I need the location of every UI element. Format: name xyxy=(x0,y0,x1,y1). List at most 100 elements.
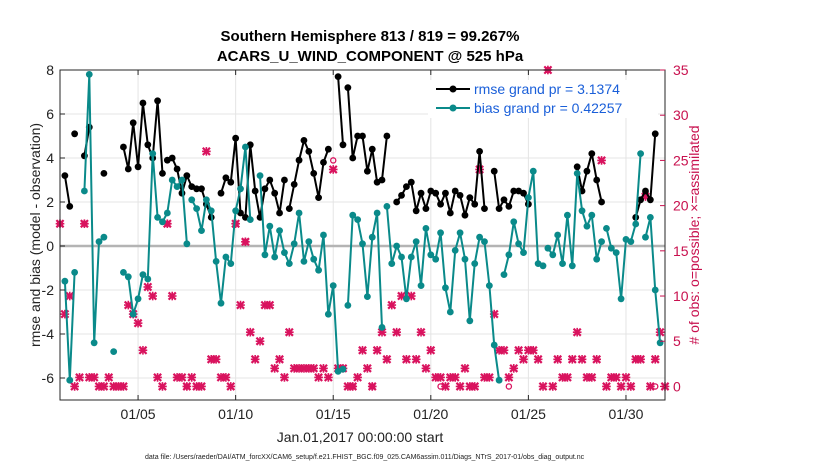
series-bias-point xyxy=(378,324,386,331)
y2-tick-label: 35 xyxy=(673,62,689,78)
series-rmse-point xyxy=(398,192,405,199)
series-bias-point xyxy=(134,295,142,303)
series-bias-point xyxy=(242,143,249,151)
series-rmse-point xyxy=(173,165,181,173)
obs-assimilated-marker xyxy=(528,345,538,355)
series-bias-point xyxy=(524,194,532,202)
series-bias-point xyxy=(383,203,391,210)
x-tick-label: 01/10 xyxy=(218,406,253,422)
y-tick-label: 2 xyxy=(46,194,54,210)
obs-assimilated-marker xyxy=(363,363,372,373)
series-bias-point xyxy=(85,71,93,78)
series-rmse-point xyxy=(442,189,449,197)
series-bias-point xyxy=(100,233,108,241)
series-bias-point xyxy=(554,231,562,239)
series-rmse-point xyxy=(61,172,69,180)
obs-assimilated-marker xyxy=(197,382,206,391)
obs-assimilated-marker xyxy=(148,291,158,301)
obs-assimilated-marker xyxy=(358,345,367,355)
series-bias-point xyxy=(407,253,415,261)
series-rmse-point xyxy=(344,84,352,91)
obs-assimilated-marker xyxy=(519,354,528,364)
obs-assimilated-marker xyxy=(567,354,577,364)
series-bias-point xyxy=(139,271,147,278)
series-bias-point xyxy=(598,238,605,246)
series-rmse-point xyxy=(490,167,498,175)
obs-assimilated-marker xyxy=(411,354,421,364)
series-bias-point xyxy=(129,310,137,318)
series-bias-point xyxy=(359,240,366,248)
series-rmse-point xyxy=(144,141,152,149)
obs-assimilated-marker xyxy=(89,373,99,382)
series-rmse-point xyxy=(432,189,440,197)
series-bias-point xyxy=(651,286,659,294)
series-rmse-point xyxy=(593,176,601,184)
obs-assimilated-marker xyxy=(650,354,660,364)
series-bias-point xyxy=(461,255,469,263)
series-rmse-point xyxy=(598,198,605,206)
plot-frame xyxy=(59,69,666,401)
series-bias-point xyxy=(300,258,308,265)
series-rmse-point xyxy=(446,209,454,217)
obs-assimilated-marker xyxy=(484,373,494,382)
obs-assimilated-marker xyxy=(245,327,255,337)
obs-assimilated-marker xyxy=(504,373,514,382)
series-rmse-point xyxy=(359,132,366,140)
series-bias-point xyxy=(422,225,430,232)
series-bias-point xyxy=(603,225,610,232)
y-axis-ticks: -6 -4 -2 0 2 4 6 8 xyxy=(42,62,65,386)
series-bias-point xyxy=(227,260,235,267)
x-axis-label: Jan.01,2017 00:00:00 start xyxy=(277,429,444,445)
obs-assimilated-marker xyxy=(241,237,250,247)
series-rmse-point xyxy=(383,132,391,140)
series-bias-point xyxy=(237,185,244,193)
series-rmse-point xyxy=(495,205,503,213)
series-bias-point xyxy=(515,240,523,248)
obs-markers xyxy=(55,65,670,391)
plot-area xyxy=(60,70,665,400)
x-axis-ticks: 01/05 01/10 01/15 01/20 01/25 01/30 xyxy=(121,70,644,422)
obs-assimilated-marker xyxy=(255,336,265,346)
obs-assimilated-marker xyxy=(226,382,236,391)
chart-subtitle: ACARS_U_WIND_COMPONENT @ 525 hPa xyxy=(217,48,524,65)
series-rmse-point xyxy=(349,154,357,162)
obs-assimilated-marker xyxy=(138,345,148,355)
series-rmse-point xyxy=(124,165,132,173)
series-bias-point xyxy=(568,262,576,270)
series-rmse-point xyxy=(500,196,508,204)
obs-assimilated-marker xyxy=(621,373,631,382)
series-rmse-line xyxy=(576,152,603,203)
obs-assimilated-marker xyxy=(158,382,167,391)
obs-assimilated-marker xyxy=(450,373,460,382)
series-bias-point xyxy=(305,238,313,246)
y-axis-label: rmse and bias (model - observation) xyxy=(27,123,43,347)
series-rmse-point xyxy=(437,200,444,208)
series-rmse-point xyxy=(232,134,240,142)
series-bias-point xyxy=(207,207,215,215)
series-bias-point xyxy=(529,167,537,175)
series-rmse-point xyxy=(646,196,654,204)
series-rmse-point xyxy=(393,198,401,206)
series-rmse-point xyxy=(271,189,279,197)
series-rmse-point xyxy=(339,141,347,149)
series-bias-point xyxy=(544,244,552,252)
obs-assimilated-marker xyxy=(416,327,426,337)
legend-marker-bias xyxy=(449,104,457,112)
obs-assimilated-marker xyxy=(372,345,382,355)
series-rmse-point xyxy=(305,148,313,155)
series-rmse-point xyxy=(368,145,376,153)
series-rmse-point xyxy=(217,189,225,197)
obs-possible-marker xyxy=(329,157,337,164)
x-tick-label: 01/15 xyxy=(316,406,351,422)
series-rmse-point xyxy=(71,130,79,138)
obs-assimilated-marker xyxy=(65,291,75,301)
series-rmse-point xyxy=(573,163,581,171)
obs-assimilated-marker xyxy=(143,282,153,292)
series-bias-point xyxy=(368,233,376,241)
y2-tick-label: 20 xyxy=(673,198,689,214)
series-bias xyxy=(61,71,664,384)
legend: rmse grand pr = 3.1374 bias grand pr = 0… xyxy=(428,80,658,118)
series-rmse-point xyxy=(320,159,327,166)
y2-tick-label: 0 xyxy=(673,378,681,394)
series-bias-point xyxy=(573,170,581,177)
